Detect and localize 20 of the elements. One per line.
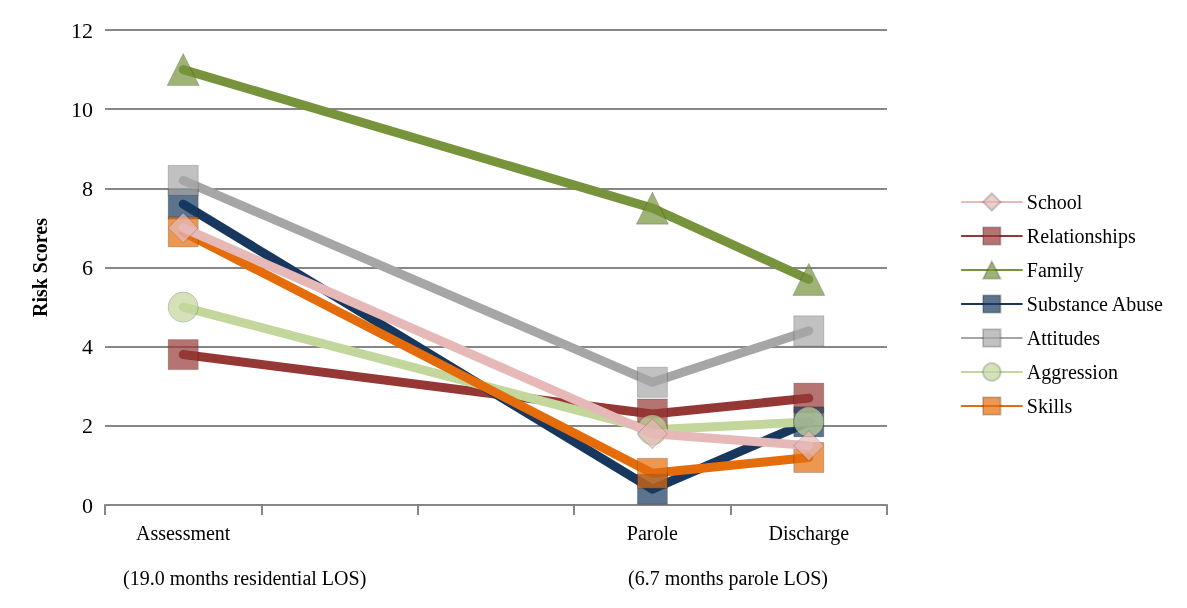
x-tick-label: Parole (626, 522, 679, 544)
legend-label: Family (1026, 259, 1084, 282)
legend-label: School (1026, 191, 1083, 213)
text: (19.0 months residential LOS) (123, 567, 367, 590)
text: (6.7 months parole LOS) (628, 567, 828, 590)
legend-label: Aggression (1026, 361, 1118, 384)
x-tick-label: Discharge (768, 522, 850, 545)
y-tick-label: 6 (82, 255, 93, 280)
y-tick-label: 0 (82, 492, 93, 518)
y-tick-label: 4 (82, 334, 93, 360)
y-tick-label: 10 (71, 96, 93, 122)
y-axis-title: Risk Scores (29, 217, 51, 318)
legend-label: Skills (1026, 395, 1073, 417)
y-tick-label: 8 (82, 175, 93, 201)
x-tick-label: Assessment (135, 522, 231, 544)
y-tick-label: 2 (82, 413, 93, 439)
legend-label: Substance Abuse (1026, 293, 1164, 315)
y-tick-label: 12 (71, 17, 93, 43)
legend-label: Attitudes (1026, 327, 1101, 349)
legend-label: Relationships (1026, 225, 1136, 248)
